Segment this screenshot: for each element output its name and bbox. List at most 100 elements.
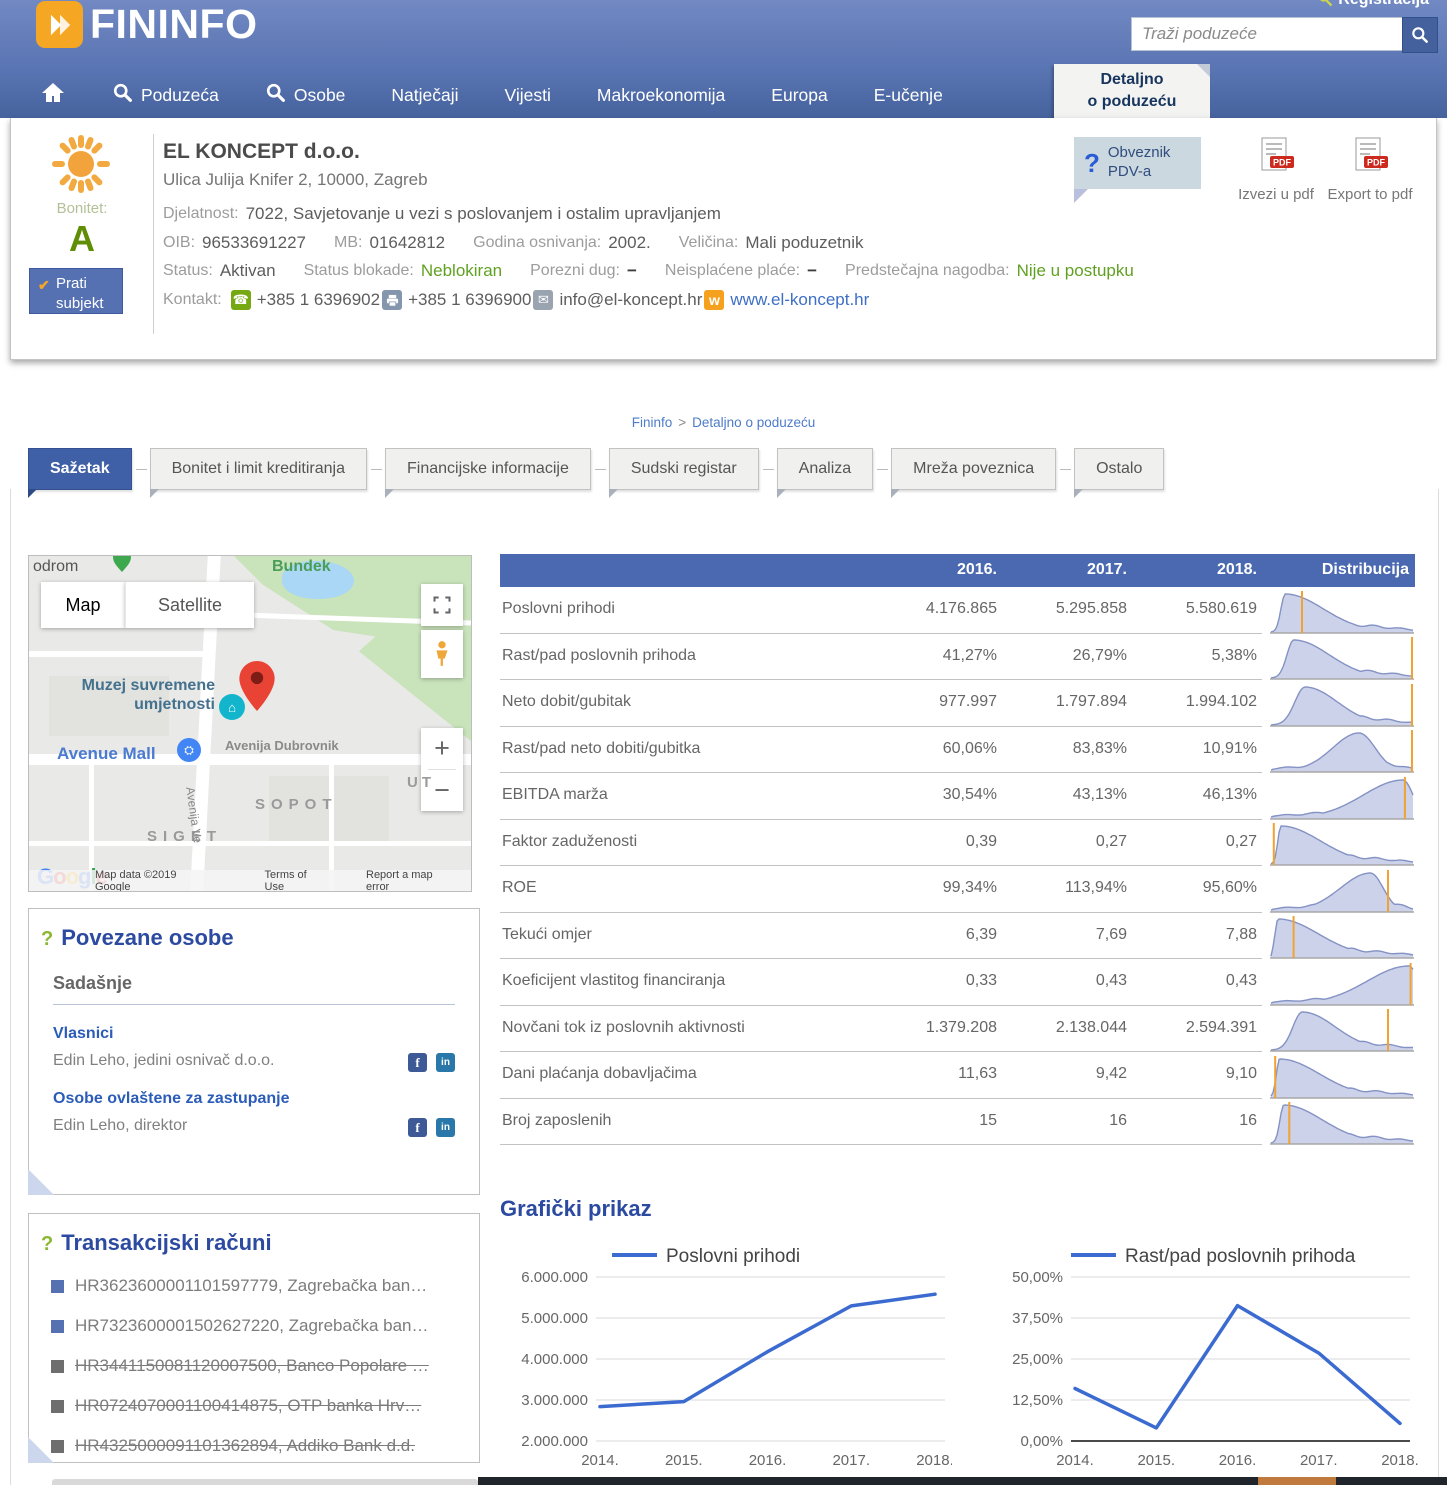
fininfo-logo[interactable]: FININFO <box>36 1 257 48</box>
terms-link[interactable]: Terms of Use <box>264 868 307 892</box>
related-person-line: Edin Leho, direktor <box>53 1117 188 1134</box>
svg-text:2018.: 2018. <box>1381 1452 1419 1469</box>
metric-value-2018: 1.994.102 <box>1185 693 1257 710</box>
related-subtitle: Sadašnje <box>53 973 455 1005</box>
metric-value-2017: 0,27 <box>1095 832 1127 850</box>
search-icon <box>265 82 286 108</box>
tab-financijske-informacije[interactable]: Financijske informacije <box>371 448 591 498</box>
metric-value-2016: 41,27% <box>942 646 997 664</box>
related-group-heading[interactable]: Osobe ovlaštene za zastupanje <box>53 1090 290 1107</box>
active-section-tab[interactable]: Detaljno o poduzeću <box>1054 64 1210 118</box>
related-persons-title: Povezane osobe <box>61 925 234 950</box>
pdf-icon: PDF <box>1256 137 1296 180</box>
metric-value-2017: 113,94% <box>1065 879 1127 896</box>
breadcrumb-current-link[interactable]: Detaljno o poduzeću <box>692 415 816 430</box>
bonitet-grade: A <box>69 218 95 259</box>
contact-label: Kontakt: <box>163 291 222 308</box>
footer-strip-left <box>52 1479 478 1485</box>
nav-item-e-učenje[interactable]: E-učenje <box>874 85 943 106</box>
svg-text:37,50%: 37,50% <box>1012 1310 1063 1327</box>
tab-ostalo[interactable]: Ostalo <box>1060 448 1165 498</box>
facebook-icon[interactable]: f <box>408 1053 427 1072</box>
nav-item-osobe[interactable]: Osobe <box>265 82 345 108</box>
search-button[interactable] <box>1402 17 1438 53</box>
map-label-hippodrome: odrom <box>33 558 79 575</box>
account-number: HR0724070001100414875, OTP banka Hrv… <box>75 1396 422 1415</box>
distribution-sparkline <box>1270 635 1414 680</box>
nav-item-home[interactable] <box>40 81 66 110</box>
metric-value-2017: 1.797.894 <box>1055 693 1127 710</box>
svg-text:2014.: 2014. <box>1056 1452 1094 1469</box>
help-icon[interactable]: ? <box>41 928 54 950</box>
nav-item-europa[interactable]: Europa <box>771 85 827 106</box>
fullscreen-button[interactable] <box>421 584 463 626</box>
tab-sudski-registar[interactable]: Sudski registar <box>594 448 759 498</box>
zoom-in-button[interactable]: + <box>434 733 450 763</box>
breadcrumb-home-link[interactable]: Fininfo <box>631 415 673 430</box>
metric-label: Novčani tok iz poslovnih aktivnosti <box>502 1018 745 1036</box>
map-poi-marker-icon <box>113 556 131 572</box>
map-road <box>89 765 94 891</box>
report-error-link[interactable]: Report a map error <box>366 868 433 892</box>
distribution-sparkline <box>1270 589 1414 634</box>
vat-payer-badge[interactable]: ? Obveznik PDV-a <box>1074 137 1201 203</box>
size-value: Mali poduzetnik <box>745 233 864 252</box>
follow-subject-button[interactable]: ✔ Prati subjekt <box>29 268 123 314</box>
related-group-heading[interactable]: Vlasnici <box>53 1025 114 1042</box>
metric-label: Broj zaposlenih <box>502 1111 612 1129</box>
metric-row: Poslovni prihodi 4.176.865 5.295.858 5.580.… <box>500 587 1415 634</box>
svg-text:6.000.000: 6.000.000 <box>521 1269 588 1286</box>
nav-item-vijesti[interactable]: Vijesti <box>505 85 551 106</box>
zoom-out-button[interactable]: − <box>434 775 450 805</box>
tab-sažetak[interactable]: Sažetak <box>28 448 132 498</box>
activity-label: Djelatnost: <box>163 205 239 222</box>
export-pdf-hr-button[interactable]: PDF Izvezi u pdf <box>1233 136 1319 205</box>
related-persons-box: ? Povezane osobe Sadašnje Vlasnici Edin L… <box>28 908 480 1195</box>
account-number: HR4325000091101362894, Addiko Bank d.d. <box>75 1436 415 1455</box>
tax-debt-label: Porezni dug: <box>530 262 620 279</box>
metric-value-2018: 46,13% <box>1202 786 1257 803</box>
mb-value: 01642812 <box>369 233 446 252</box>
company-name: EL KONCEPT d.o.o. <box>163 140 360 163</box>
metric-value-2016: 30,54% <box>942 786 997 803</box>
linkedin-icon[interactable]: in <box>436 1118 455 1137</box>
svg-text:0,00%: 0,00% <box>1020 1433 1063 1450</box>
email-value[interactable]: info@el-koncept.hr <box>559 290 703 309</box>
facebook-icon[interactable]: f <box>408 1118 427 1137</box>
nav-label: Poduzeća <box>141 84 219 105</box>
accounts-title: Transakcijski računi <box>61 1230 272 1255</box>
map-label-sopot: SOPOT <box>255 796 338 813</box>
nav-item-natječaji[interactable]: Natječaji <box>391 85 458 106</box>
nav-label: Vijesti <box>504 84 551 105</box>
metrics-column-2016: 2016. <box>956 561 997 578</box>
tab-mreža-poveznica[interactable]: Mreža poveznica <box>877 448 1057 498</box>
website-link[interactable]: www.el-koncept.hr <box>730 290 870 309</box>
map-pond <box>282 561 354 599</box>
settlement-label: Predstečajna nagodba: <box>845 262 1010 279</box>
linkedin-icon[interactable]: in <box>436 1053 455 1072</box>
help-icon[interactable]: ? <box>41 1233 54 1255</box>
account-number: HR3441150081120007500, Banco Popolare … <box>75 1356 429 1375</box>
account-number: HR7323600001502627220, Zagrebačka ban… <box>75 1316 429 1335</box>
tab-bonitet-i-limit-kreditiranja[interactable]: Bonitet i limit kreditiranja <box>135 448 367 498</box>
map-type-button[interactable]: Map <box>41 582 125 628</box>
export-pdf-en-button[interactable]: PDF Export to pdf <box>1327 136 1413 205</box>
registration-link[interactable]: Registracija <box>1319 0 1429 9</box>
satellite-type-button[interactable]: Satellite <box>125 582 254 628</box>
street-view-pegman[interactable] <box>421 630 463 678</box>
nav-item-poduzeća[interactable]: Poduzeća <box>112 82 219 108</box>
metric-row: Dani plaćanja dobavljačima 11,63 9,42 9,10 <box>500 1052 1415 1099</box>
location-map[interactable]: odrom Bundek Map Satellite + − ⌂ Muzej s… <box>28 555 472 892</box>
search-input[interactable] <box>1131 17 1402 51</box>
related-group: Vlasnici Edin Leho, jedini osnivač d.o.o.… <box>53 1025 455 1072</box>
metric-value-2017: 9,42 <box>1095 1065 1127 1082</box>
web-icon: w <box>704 290 725 310</box>
metric-value-2018: 5.580.619 <box>1185 600 1257 617</box>
oib-value: 96533691227 <box>202 233 307 252</box>
nav-item-makroekonomija[interactable]: Makroekonomija <box>597 85 725 106</box>
metric-value-2016: 0,33 <box>965 972 997 989</box>
svg-text:25,00%: 25,00% <box>1012 1351 1063 1368</box>
svg-text:2016.: 2016. <box>749 1452 787 1469</box>
svg-text:2015.: 2015. <box>665 1452 703 1469</box>
tab-analiza[interactable]: Analiza <box>762 448 874 498</box>
